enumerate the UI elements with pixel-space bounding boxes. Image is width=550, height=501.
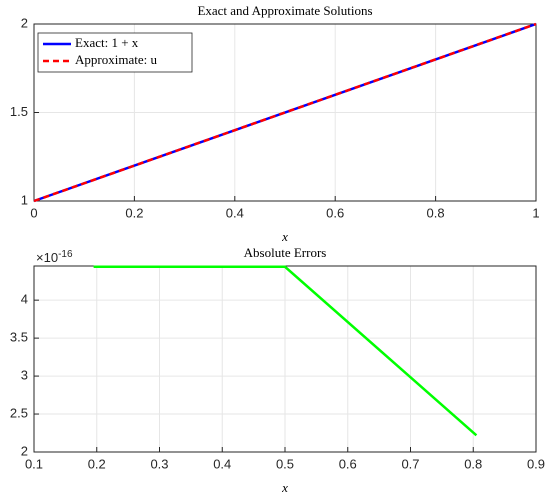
chart-title: Exact and Approximate Solutions — [197, 3, 372, 18]
y-scale-label: ×10-16 — [36, 249, 73, 266]
axes-frame — [33, 23, 537, 202]
y-tick-label: 1 — [21, 192, 28, 207]
x-tick-label: 0.8 — [427, 205, 445, 220]
y-tick-label: 3.5 — [10, 330, 28, 345]
y-tick-label: 2.5 — [10, 405, 28, 420]
x-tick-label: 0.4 — [226, 205, 244, 220]
x-tick-label: 0.7 — [401, 456, 419, 471]
x-tick-label: 0.2 — [125, 205, 143, 220]
legend-label: Exact: 1 + x — [75, 35, 139, 50]
x-tick-label: 0.3 — [150, 456, 168, 471]
x-axis-label: x — [281, 480, 288, 495]
x-axis-label: x — [281, 229, 288, 244]
y-scale-exponent: -16 — [58, 249, 73, 260]
y-scale-base: ×10 — [36, 250, 58, 265]
chart-title: Absolute Errors — [244, 245, 327, 260]
x-tick-label: 0.6 — [326, 205, 344, 220]
x-tick-label: 0.2 — [88, 456, 106, 471]
x-tick-label: 0.1 — [25, 456, 43, 471]
legend-label: Approximate: u — [75, 52, 157, 67]
legend-box — [37, 32, 193, 73]
x-tick-label: 0.8 — [464, 456, 482, 471]
x-tick-label: 1 — [532, 205, 539, 220]
x-tick-label: 0 — [30, 205, 37, 220]
y-tick-label: 2 — [21, 443, 28, 458]
y-tick-label: 3 — [21, 368, 28, 383]
x-tick-label: 0.9 — [527, 456, 545, 471]
x-tick-label: 0.4 — [213, 456, 231, 471]
y-tick-label: 1.5 — [10, 104, 28, 119]
x-tick-label: 0.6 — [339, 456, 357, 471]
x-tick-label: 0.5 — [276, 456, 294, 471]
y-tick-label: 2 — [21, 15, 28, 30]
y-tick-label: 4 — [21, 292, 28, 307]
series-line — [93, 265, 478, 437]
series-line — [33, 22, 537, 203]
